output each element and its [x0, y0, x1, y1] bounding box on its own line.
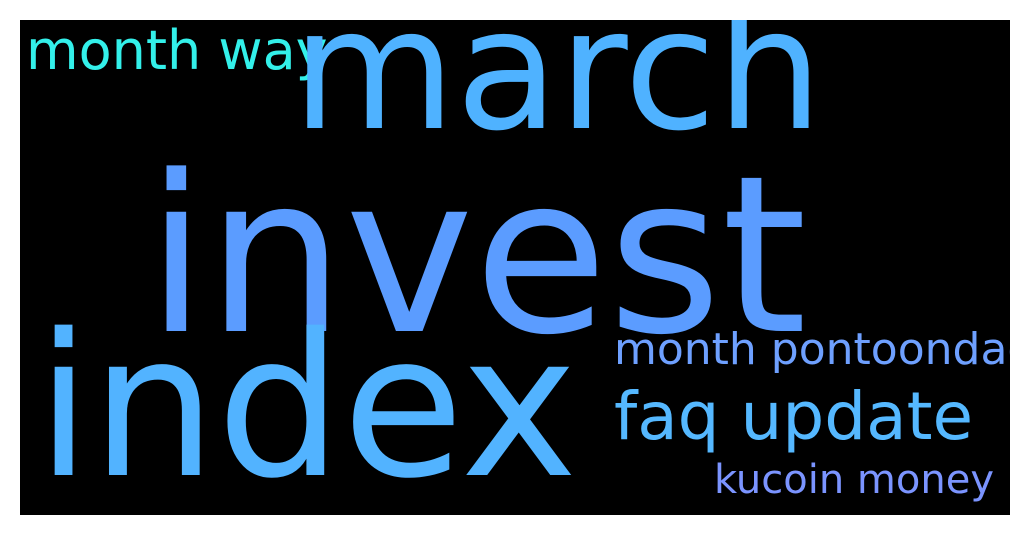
word-month-pontoondao: month pontoondao [614, 324, 1010, 375]
word-kucoin-money: kucoin money [714, 457, 994, 503]
word-cloud: month way march invest month pontoondao … [20, 20, 1010, 515]
word-march: march [292, 20, 823, 168]
word-faq-update: faq update [614, 378, 974, 455]
word-month-way: month way [26, 20, 328, 82]
word-invest: invest [146, 130, 807, 383]
word-index: index [36, 291, 578, 515]
